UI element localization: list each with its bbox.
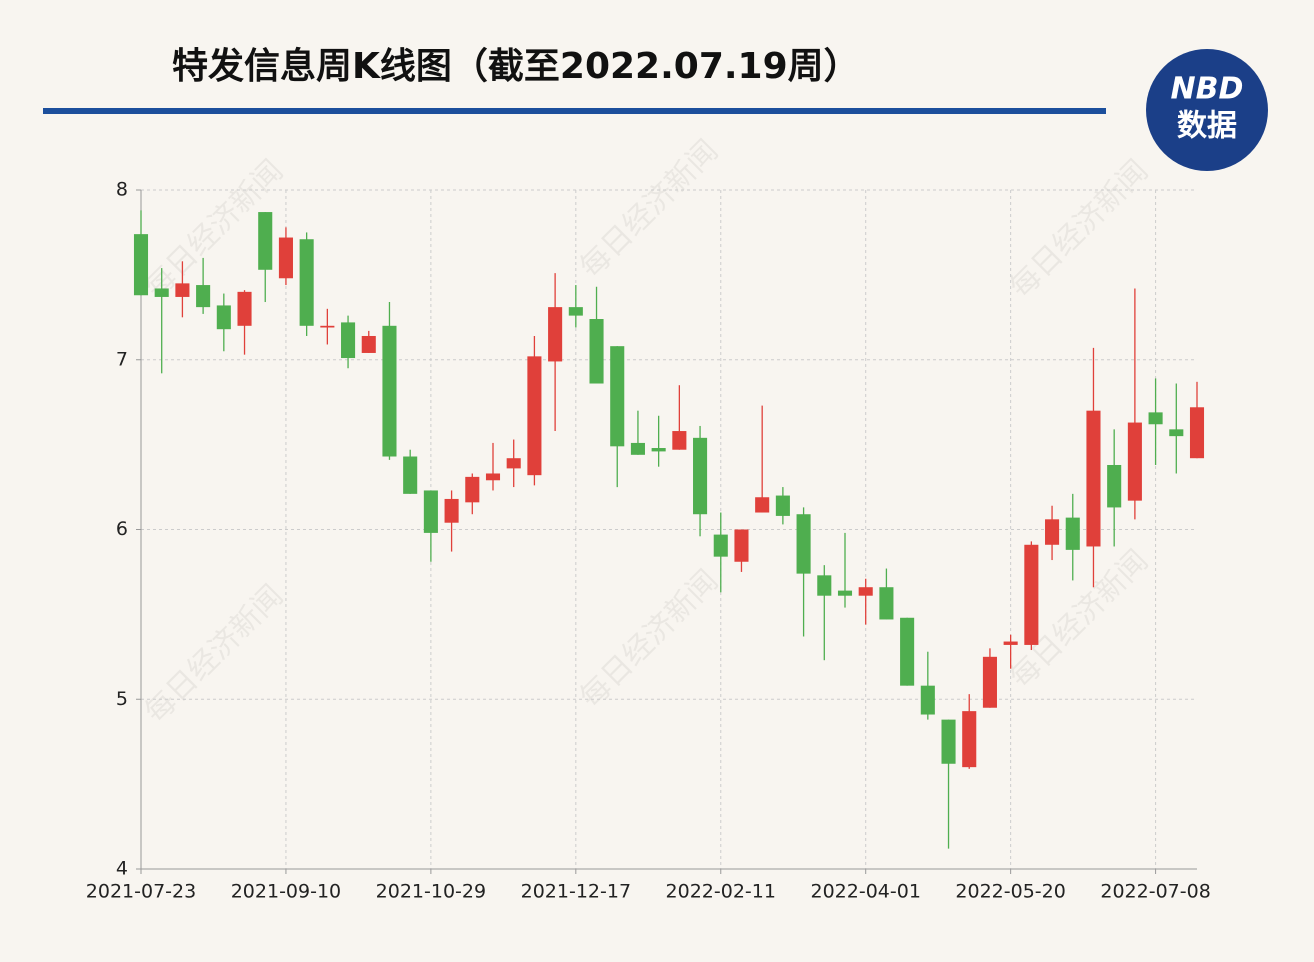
candle-body — [651, 448, 666, 452]
candle-body — [1024, 544, 1039, 645]
candle-body — [1086, 410, 1101, 547]
candle-body — [1189, 407, 1205, 459]
candle-body — [382, 325, 397, 457]
candle-body — [610, 346, 625, 447]
candle-body — [755, 497, 770, 513]
candle-body — [237, 291, 252, 326]
candle-body — [672, 431, 687, 450]
logo-bottom: 数据 — [1177, 109, 1237, 144]
candle-body — [920, 685, 935, 715]
candle-body — [465, 476, 480, 503]
candle-body — [196, 285, 211, 308]
y-tick-label: 6 — [116, 518, 128, 540]
candle-body — [444, 498, 459, 523]
candle-body — [630, 442, 645, 455]
x-tick-label: 2021-10-29 — [376, 881, 486, 903]
candle-body — [361, 335, 376, 353]
candle-body — [154, 288, 169, 297]
candle-body — [258, 212, 273, 270]
y-tick-label: 4 — [116, 858, 128, 880]
candle-body — [1169, 429, 1184, 437]
x-tick-label: 2021-09-10 — [231, 881, 341, 903]
candle-body — [775, 495, 790, 516]
candle-body — [299, 239, 314, 326]
candle-body — [837, 590, 853, 596]
candle-body — [1065, 517, 1080, 550]
x-tick-label: 2021-07-23 — [86, 881, 196, 903]
candle-body — [858, 587, 873, 596]
x-tick-label: 2022-04-01 — [810, 881, 920, 903]
candle-body — [423, 490, 438, 533]
candle-body — [403, 456, 418, 494]
candle-body — [320, 325, 335, 328]
candle-body — [548, 307, 563, 362]
logo-top: NBD — [1171, 72, 1244, 107]
candle-body — [1107, 464, 1122, 508]
logo-circle — [1146, 49, 1268, 171]
candle-body — [1003, 641, 1018, 645]
y-tick-label: 5 — [116, 688, 128, 710]
candle-body — [506, 458, 521, 469]
candle-body — [796, 514, 811, 574]
candle-body — [589, 319, 604, 384]
candle-body — [941, 719, 956, 764]
candle-body — [1045, 519, 1060, 545]
candle-body — [527, 356, 542, 476]
candle-body — [900, 617, 915, 686]
candle-body — [568, 307, 583, 316]
chart-title: 特发信息周K线图（截至2022.07.19周） — [172, 46, 860, 87]
candle-body — [817, 575, 832, 596]
candle-body — [133, 234, 149, 296]
x-tick-label: 2022-02-11 — [666, 881, 776, 903]
y-tick-label: 7 — [116, 348, 128, 370]
x-tick-label: 2022-05-20 — [955, 881, 1065, 903]
y-tick-label: 8 — [116, 179, 128, 201]
candle-body — [175, 283, 190, 297]
title-rule — [43, 108, 1106, 114]
candle-body — [1127, 422, 1142, 501]
candle-body — [1148, 412, 1163, 425]
plot-area: 4 5 6 7 8 2021-07-23 2021-09-10 2021-10-29 2021-… — [86, 179, 1211, 903]
candle-body — [278, 237, 293, 279]
candle-body — [713, 534, 728, 557]
candle-body — [734, 529, 749, 562]
candle-body — [485, 473, 501, 481]
candle-body — [879, 587, 894, 620]
x-tick-label: 2021-12-17 — [521, 881, 631, 903]
candle-body — [341, 322, 356, 359]
candle-body — [962, 711, 977, 768]
candle-body — [216, 305, 231, 330]
candle-body — [982, 656, 997, 708]
x-tick-label: 2022-07-08 — [1100, 881, 1210, 903]
candle-body — [693, 437, 708, 515]
